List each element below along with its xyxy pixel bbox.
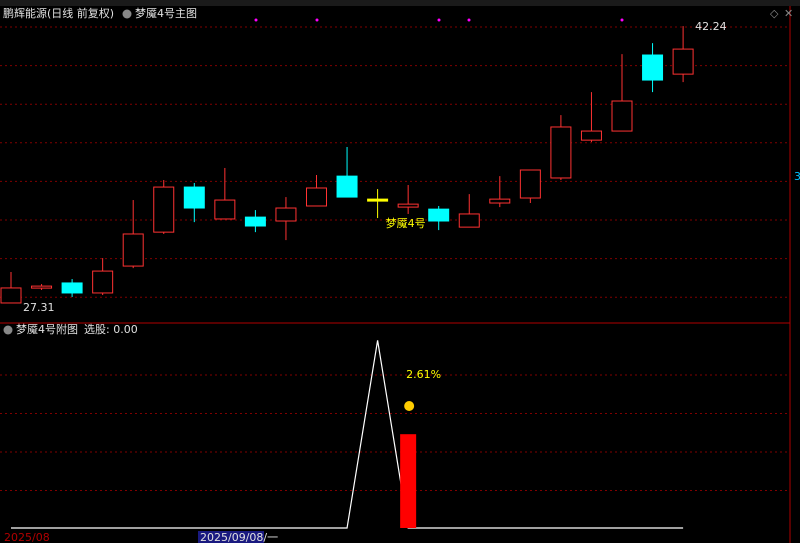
signal-bar [400, 434, 417, 528]
candle-body [580, 130, 602, 141]
candle-body [306, 187, 327, 207]
menu-bar [0, 0, 800, 6]
candle-body [397, 203, 419, 208]
candle-body [244, 216, 266, 227]
main-subtitle: 梦魇4号主图 [135, 7, 197, 20]
candle-body [367, 198, 389, 202]
dot [437, 18, 441, 22]
candle-body [336, 175, 358, 198]
max-label: 42.24 [695, 20, 727, 33]
x-label-bg [198, 531, 264, 543]
min-label: 27.31 [23, 301, 55, 314]
candle-body [61, 282, 83, 294]
candle-body [519, 169, 541, 199]
dot [620, 18, 624, 22]
candle-body [550, 126, 572, 179]
dot [315, 18, 319, 22]
top-dots [254, 18, 624, 22]
x-label: 2025/08 [4, 531, 50, 543]
dot [467, 18, 471, 22]
candle-body [275, 207, 297, 222]
candle-body [489, 198, 511, 204]
window-icon[interactable]: ◇ [770, 7, 779, 20]
candle-body [31, 285, 53, 289]
smiley [404, 401, 415, 411]
main-title: 鹏辉能源(日线 前复权) [3, 6, 114, 20]
candle-body [92, 270, 114, 294]
candle-body [611, 100, 633, 132]
candle-body [0, 287, 22, 304]
candle-body [642, 54, 664, 81]
candle-body [122, 233, 144, 267]
signal-line [11, 340, 684, 529]
menu-icon [122, 9, 132, 19]
dot [254, 18, 258, 22]
candle-body [153, 186, 175, 233]
right-marker: 3 [794, 170, 800, 183]
sub-subtitle: 选股: 0.00 [84, 323, 138, 336]
sub-title: 梦魇4号附图 [16, 322, 78, 336]
menu-icon [3, 325, 13, 335]
candle-body [672, 48, 694, 75]
candle-body [458, 213, 480, 228]
candle-body [428, 208, 450, 222]
candle-body [183, 186, 205, 209]
signal-label: 梦魇4号 [386, 217, 426, 230]
pct-label: 2.61% [406, 368, 441, 381]
candle-body [214, 199, 236, 220]
x-label: 2025/09/08/一 [200, 531, 278, 543]
close-icon[interactable]: ✕ [784, 7, 793, 20]
